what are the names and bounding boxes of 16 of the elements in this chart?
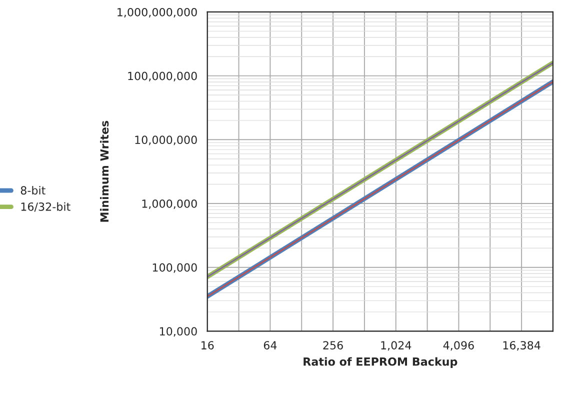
y-tick-label: 100,000 [152,263,197,273]
x-tick-label: 1,024 [381,341,412,351]
legend-label: 16/32-bit [21,202,70,212]
y-tick-label: 1,000,000,000 [118,8,197,18]
x-tick-label: 16 [202,341,214,350]
x-tick-label: 4,096 [443,341,474,351]
y-tick-label: 100,000,000 [128,72,197,82]
x-tick-label: 256 [323,341,343,350]
y-tick-label: 1,000,000 [142,199,197,210]
x-tick-label: 64 [264,341,277,350]
x-axis-title: Ratio of EEPROM Backup [304,357,458,368]
y-axis-title: Minimum Writes [100,120,109,222]
y-tick-label: 10,000,000 [135,136,197,146]
x-tick-label: 16,384 [503,341,540,351]
legend-label: 8-bit [20,186,46,195]
y-tick-label: 10,000 [160,327,197,337]
